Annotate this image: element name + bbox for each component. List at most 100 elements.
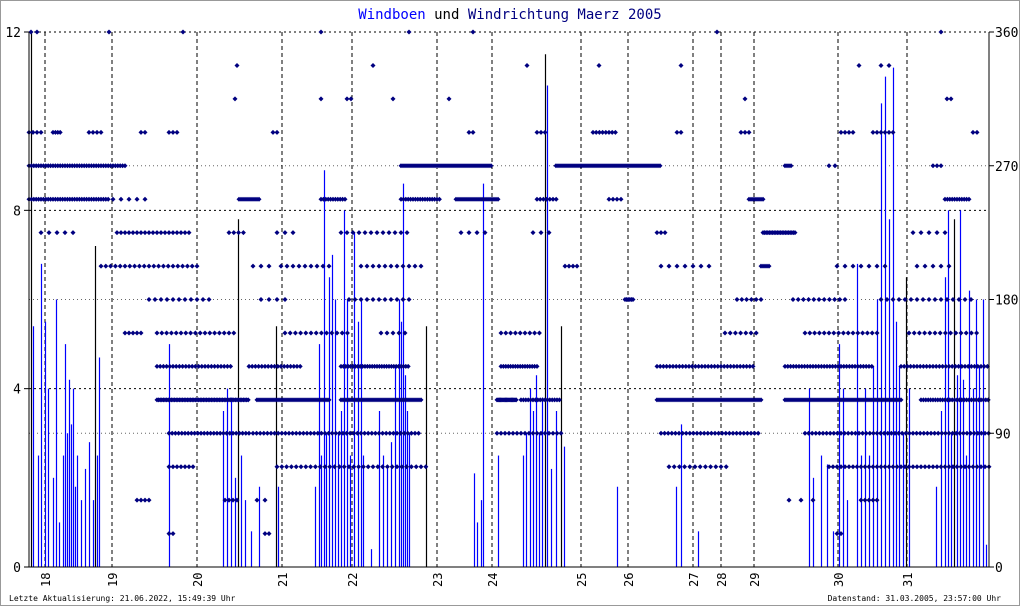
direction-point <box>846 464 852 470</box>
direction-point <box>159 330 165 336</box>
direction-point <box>344 330 350 336</box>
direction-point <box>126 330 132 336</box>
direction-point <box>264 430 270 436</box>
x-tick-label: 30 <box>832 573 846 587</box>
direction-point <box>618 196 624 202</box>
direction-point <box>250 430 256 436</box>
direction-point <box>180 263 186 269</box>
direction-point <box>799 363 805 369</box>
direction-point <box>802 330 808 336</box>
direction-point <box>978 464 984 470</box>
direction-point <box>146 263 152 269</box>
direction-point <box>662 230 668 236</box>
direction-point <box>593 129 599 135</box>
direction-point <box>224 430 230 436</box>
direction-point <box>590 129 596 135</box>
direction-point <box>332 464 338 470</box>
direction-point <box>365 464 371 470</box>
direction-point <box>290 430 296 436</box>
direction-point <box>364 263 370 269</box>
direction-point <box>845 430 851 436</box>
direction-point <box>178 230 184 236</box>
direction-point <box>886 464 892 470</box>
direction-point <box>466 230 472 236</box>
direction-point <box>874 263 880 269</box>
direction-point <box>712 363 718 369</box>
direction-point <box>537 196 543 202</box>
direction-point <box>800 297 806 302</box>
direction-point <box>315 430 321 436</box>
direction-point <box>98 129 104 135</box>
direction-point <box>788 163 794 169</box>
direction-point <box>811 297 817 302</box>
direction-point <box>914 430 920 436</box>
direction-point <box>339 330 345 336</box>
direction-point <box>538 129 544 135</box>
direction-point <box>274 297 280 302</box>
direction-point <box>506 430 512 436</box>
direction-point <box>606 129 612 135</box>
direction-point <box>854 464 860 470</box>
direction-point <box>824 363 830 369</box>
direction-point <box>722 330 728 336</box>
direction-point <box>866 363 872 369</box>
direction-point <box>903 430 909 436</box>
direction-point <box>914 464 920 470</box>
direction-point <box>192 430 198 436</box>
direction-point <box>842 263 848 269</box>
direction-point <box>974 464 980 470</box>
direction-point <box>699 363 705 369</box>
direction-point <box>553 196 559 202</box>
direction-point <box>226 330 232 336</box>
direction-point <box>743 330 749 336</box>
direction-point <box>167 363 173 369</box>
direction-point <box>742 129 748 135</box>
direction-point <box>304 430 310 436</box>
direction-point <box>494 430 500 436</box>
direction-point <box>975 363 981 369</box>
direction-point <box>184 263 190 269</box>
direction-point <box>844 363 850 369</box>
direction-point <box>308 330 314 336</box>
direction-point <box>182 464 188 470</box>
direction-point <box>354 430 360 436</box>
right-tick-label: 0 <box>995 561 1003 576</box>
direction-point <box>935 430 941 436</box>
direction-point <box>687 464 693 470</box>
direction-point <box>610 196 616 202</box>
direction-point <box>370 464 376 470</box>
direction-point <box>852 430 858 436</box>
direction-point <box>228 363 234 369</box>
direction-point <box>810 363 816 369</box>
direction-point <box>62 230 68 236</box>
direction-point <box>850 464 856 470</box>
direction-point <box>826 464 832 470</box>
x-tick-label: 31 <box>901 573 915 587</box>
direction-point <box>748 330 754 336</box>
direction-point <box>960 430 966 436</box>
direction-point <box>914 297 920 302</box>
direction-point <box>266 531 272 537</box>
direction-point <box>258 263 264 269</box>
direction-point <box>176 430 182 436</box>
direction-point <box>690 430 696 436</box>
direction-point <box>200 297 206 302</box>
direction-point <box>313 330 319 336</box>
direction-point <box>744 297 750 302</box>
direction-point <box>530 430 536 436</box>
direction-point <box>683 430 689 436</box>
direction-point <box>890 464 896 470</box>
direction-point <box>296 263 302 269</box>
direction-point <box>862 464 868 470</box>
direction-point <box>512 330 518 336</box>
direction-point <box>816 430 822 436</box>
direction-point <box>938 163 944 169</box>
direction-point <box>596 129 602 135</box>
direction-point <box>118 196 124 202</box>
direction-point <box>173 363 179 369</box>
direction-point <box>813 430 819 436</box>
direction-point <box>158 230 164 236</box>
direction-point <box>975 430 981 436</box>
direction-point <box>834 430 840 436</box>
direction-point <box>86 129 92 135</box>
